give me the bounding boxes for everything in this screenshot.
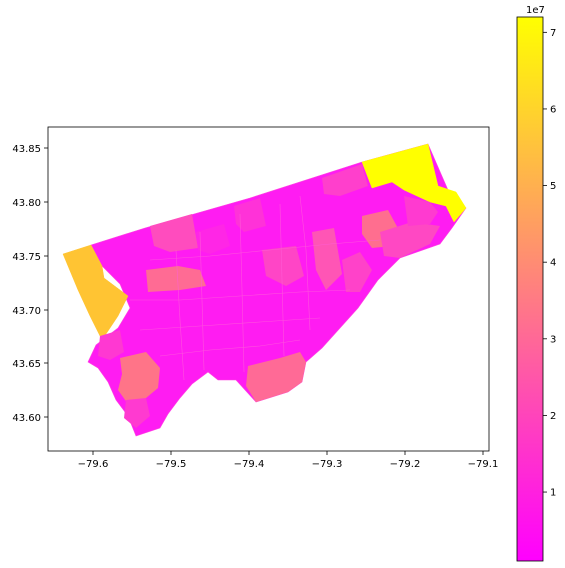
city-boundary bbox=[62, 143, 467, 437]
map-axes: −79.6 −79.5 −79.4 −79.3 −79.2 −79.1 43.8… bbox=[12, 126, 499, 470]
colorbar-ticks: 1 2 3 4 5 6 7 bbox=[543, 28, 556, 499]
x-tick-label: −79.6 bbox=[78, 459, 109, 470]
colorbar-tick-label: 6 bbox=[550, 104, 556, 115]
colorbar-tick-label: 4 bbox=[550, 258, 556, 269]
colorbar-tick-label: 7 bbox=[550, 28, 556, 39]
region-northeast-max bbox=[361, 143, 467, 223]
region-southwest-salmon bbox=[118, 352, 160, 404]
region-east-pink-2 bbox=[342, 252, 372, 292]
region-north-magenta bbox=[196, 224, 230, 254]
colorbar: 1e7 1 2 3 4 5 6 7 bbox=[516, 5, 556, 562]
region-central-pink-1 bbox=[262, 246, 304, 286]
y-tick-label: 43.75 bbox=[12, 252, 41, 263]
region-west-high bbox=[62, 244, 129, 341]
colorbar-offset-label: 1e7 bbox=[526, 5, 545, 16]
colorbar-tick-label: 2 bbox=[550, 411, 556, 422]
x-axis: −79.6 −79.5 −79.4 −79.3 −79.2 −79.1 bbox=[78, 451, 499, 470]
x-tick-label: −79.5 bbox=[156, 459, 187, 470]
y-tick-label: 43.80 bbox=[12, 198, 41, 209]
region-west-pink bbox=[98, 330, 124, 360]
region-southwest-pink bbox=[124, 398, 150, 428]
y-tick-label: 43.65 bbox=[12, 359, 41, 370]
region-east-pink-1 bbox=[380, 222, 440, 258]
region-central-pink-3 bbox=[234, 198, 266, 232]
y-tick-label: 43.60 bbox=[12, 413, 41, 424]
x-tick-label: −79.2 bbox=[390, 459, 421, 470]
y-tick-label: 43.85 bbox=[12, 144, 41, 155]
region-east-pink-3 bbox=[404, 196, 438, 226]
region-north-pink-2 bbox=[322, 164, 368, 196]
neighbourhood-borders bbox=[130, 195, 381, 381]
colorbar-tick-label: 1 bbox=[550, 488, 556, 499]
colorbar-tick-label: 5 bbox=[550, 181, 556, 192]
x-tick-label: −79.1 bbox=[468, 459, 499, 470]
y-axis: 43.85 43.80 43.75 43.70 43.65 43.60 bbox=[12, 144, 48, 424]
colorbar-gradient bbox=[516, 16, 544, 562]
region-waterfront-salmon bbox=[246, 352, 306, 402]
x-tick-label: −79.4 bbox=[234, 459, 265, 470]
x-tick-label: −79.3 bbox=[312, 459, 343, 470]
axes-frame bbox=[47, 126, 490, 452]
y-tick-label: 43.70 bbox=[12, 306, 41, 317]
region-central-salmon bbox=[146, 266, 206, 292]
region-north-pink-1 bbox=[150, 214, 198, 252]
colorbar-tick-label: 3 bbox=[550, 334, 556, 345]
